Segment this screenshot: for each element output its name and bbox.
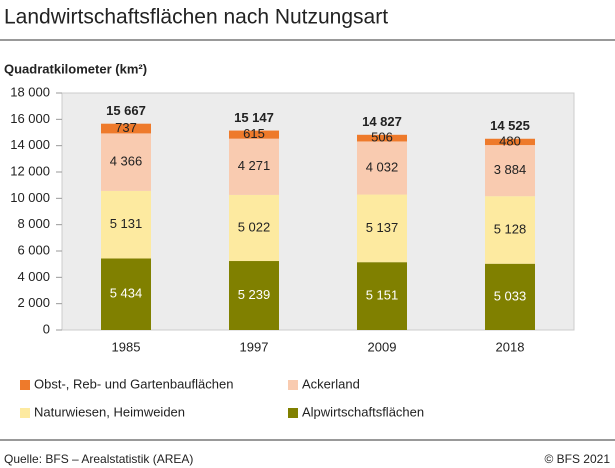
bar-segment [229,130,279,139]
data-label: 4 032 [366,159,399,174]
total-label: 14 827 [362,114,402,129]
data-label: 5 128 [494,221,527,236]
y-tick-label: 0 [43,321,50,336]
bar-segment [357,141,407,195]
data-label: 737 [115,120,137,135]
x-tick-label: 1985 [112,339,141,354]
bar-segment [229,261,279,330]
bar-segment [485,138,535,146]
legend-swatch [288,408,298,418]
total-label: 14 525 [490,118,530,133]
data-label: 4 271 [238,158,271,173]
data-label: 480 [499,133,521,148]
bar-segment [485,263,535,330]
x-tick-label: 2018 [496,339,525,354]
bar-segment [357,262,407,330]
y-tick-label: 2 000 [17,295,50,310]
legend-swatch [288,380,298,390]
copyright: © BFS 2021 [544,452,610,466]
legend-label: Obst-, Reb- und Gartenbauflächen [34,376,233,391]
y-tick-label: 4 000 [17,269,50,284]
data-label: 4 366 [110,154,143,169]
data-label: 3 884 [494,162,527,177]
x-tick-label: 2009 [368,339,397,354]
bar-segment [485,145,535,197]
data-label: 5 239 [238,287,271,302]
y-tick-label: 18 000 [10,84,50,99]
data-label: 5 434 [110,286,143,301]
chart-title: Landwirtschaftsflächen nach Nutzungsart [4,6,388,29]
data-label: 5 137 [366,220,399,235]
data-label: 615 [243,126,265,141]
y-tick-label: 6 000 [17,242,50,257]
data-label: 5 151 [366,288,399,303]
y-axis-title: Quadratkilometer (km²) [4,61,147,76]
data-label: 506 [371,130,393,145]
data-label: 5 033 [494,288,527,303]
bar-segment [229,194,279,262]
x-tick-label: 1997 [240,339,269,354]
source: Quelle: BFS – Arealstatistik (AREA) [4,452,193,466]
y-tick-label: 12 000 [10,163,50,178]
y-tick-label: 14 000 [10,137,50,152]
bar-segment [485,196,535,264]
bar-segment [101,133,151,191]
bar-segment [229,138,279,195]
bar-segment [101,190,151,259]
bar-segment [357,194,407,263]
bar-segment [101,258,151,330]
legend-label: Naturwiesen, Heimweiden [34,404,185,419]
data-label: 5 131 [110,216,143,231]
data-label: 5 022 [238,219,271,234]
legend-label: Ackerland [302,376,360,391]
y-tick-label: 10 000 [10,190,50,205]
legend-label: Alpwirtschaftsflächen [302,404,424,419]
y-tick-label: 16 000 [10,111,50,126]
bar-segment [357,134,407,142]
legend-swatch [20,408,30,418]
y-tick-label: 8 000 [17,216,50,231]
total-label: 15 147 [234,110,274,125]
bar-segment [101,123,151,134]
legend-swatch [20,380,30,390]
total-label: 15 667 [106,103,146,118]
